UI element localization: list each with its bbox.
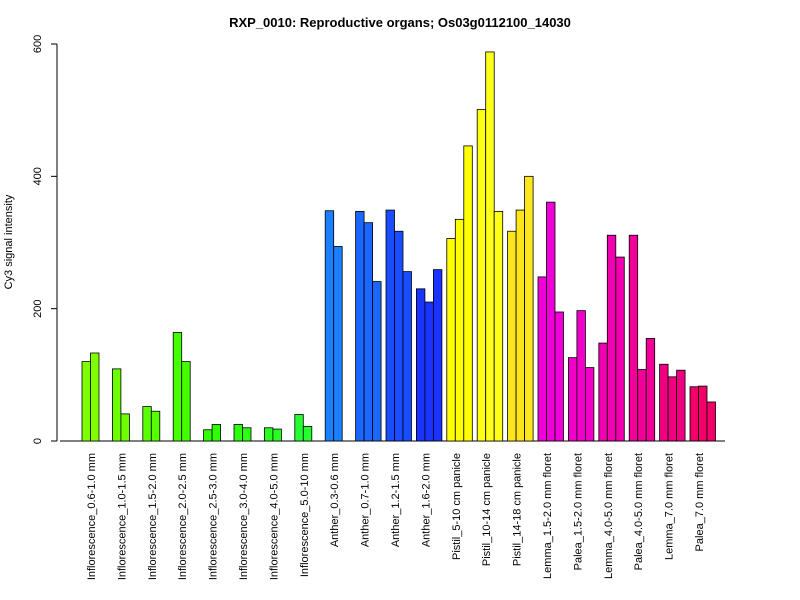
bar bbox=[667, 376, 677, 442]
bar bbox=[568, 357, 578, 442]
bar bbox=[454, 218, 465, 442]
bar bbox=[507, 230, 517, 442]
bar bbox=[615, 256, 625, 442]
bar bbox=[394, 230, 404, 442]
y-axis: 0 200 400 600 bbox=[32, 35, 58, 444]
bar bbox=[203, 429, 213, 442]
bar bbox=[324, 210, 335, 442]
bar bbox=[150, 410, 161, 442]
bar bbox=[272, 428, 282, 442]
x-tick-label: Inflorescence_1.0-1.5 mm bbox=[116, 453, 128, 580]
bar bbox=[424, 301, 434, 442]
bar bbox=[211, 424, 222, 442]
x-tick-label: Inflorescence_2.0-2.5 mm bbox=[177, 453, 189, 580]
y-tick-label: 200 bbox=[32, 299, 44, 317]
bar bbox=[172, 332, 183, 442]
bar bbox=[606, 234, 617, 442]
bar bbox=[554, 311, 564, 442]
bar bbox=[706, 401, 716, 442]
bar bbox=[585, 367, 595, 442]
bar bbox=[493, 210, 504, 442]
y-tick-label: 600 bbox=[32, 35, 44, 53]
bar bbox=[446, 238, 456, 442]
bar bbox=[645, 338, 656, 442]
x-tick-label: Lemma_7.0 mm floret bbox=[664, 453, 676, 560]
x-tick-label: Inflorescence_4.0-5.0 mm bbox=[268, 453, 280, 580]
bar bbox=[576, 310, 586, 442]
x-tick-label: Palea_4.0-5.0 mm floret bbox=[633, 453, 645, 570]
x-tick-label: Lemma_4.0-5.0 mm floret bbox=[603, 453, 615, 579]
bar bbox=[637, 369, 647, 442]
bar bbox=[263, 427, 274, 442]
y-axis-label: Cy3 signal intensity bbox=[3, 194, 15, 289]
x-tick-label: Inflorescence_1.5-2.0 mm bbox=[147, 453, 159, 580]
x-tick-label: Lemma_1.5-2.0 mm floret bbox=[542, 453, 554, 579]
x-tick-label: Inflorescence_2.5-3.0 mm bbox=[208, 453, 220, 580]
bar bbox=[415, 288, 426, 442]
x-tick-label: Inflorescence_5.0-10 mm bbox=[299, 453, 311, 577]
bar bbox=[515, 209, 525, 442]
y-tick-label: 400 bbox=[32, 167, 44, 185]
bar bbox=[698, 385, 708, 442]
bar bbox=[81, 361, 91, 442]
bar bbox=[142, 406, 152, 442]
bar bbox=[598, 342, 608, 442]
x-tick-label: Anther_0.7-1.0 mm bbox=[360, 453, 372, 547]
bar bbox=[233, 424, 243, 442]
chart-title: RXP_0010: Reproductive organs; Os03g0112… bbox=[229, 15, 571, 30]
bar bbox=[112, 368, 122, 442]
bar bbox=[402, 271, 412, 442]
bar bbox=[294, 414, 304, 442]
x-tick-label: Pistil_10-14 cm panicle bbox=[481, 453, 493, 566]
x-tick-label: Pistil_14-18 cm panicle bbox=[512, 453, 524, 566]
x-axis-labels: Inflorescence_0.6-1.0 mm Inflorescence_1.… bbox=[86, 453, 706, 580]
x-tick-label: Anther_1.6-2.0 mm bbox=[420, 453, 432, 547]
bar bbox=[432, 269, 443, 442]
x-tick-label: Inflorescence_0.6-1.0 mm bbox=[86, 453, 98, 580]
bar bbox=[363, 222, 374, 442]
y-tick-label: 0 bbox=[32, 438, 44, 444]
bar bbox=[463, 145, 473, 442]
bar bbox=[537, 276, 547, 442]
bar bbox=[242, 427, 252, 442]
bar bbox=[333, 246, 343, 442]
bar bbox=[676, 369, 686, 442]
bar bbox=[689, 386, 699, 442]
bar bbox=[485, 51, 495, 442]
x-tick-label: Pistil_5-10 cm panicle bbox=[451, 453, 463, 560]
bar bbox=[546, 201, 556, 442]
bar bbox=[181, 361, 191, 442]
bar bbox=[524, 175, 534, 442]
bar bbox=[120, 413, 130, 442]
x-tick-label: Anther_0.3-0.6 mm bbox=[329, 453, 341, 547]
bars-group bbox=[60, 51, 725, 442]
bar bbox=[302, 426, 313, 442]
x-tick-label: Palea_7.0 mm floret bbox=[694, 453, 706, 551]
x-tick-label: Inflorescence_3.0-4.0 mm bbox=[238, 453, 250, 580]
x-tick-label: Anther_1.2-1.5 mm bbox=[390, 453, 402, 547]
bar bbox=[628, 234, 639, 442]
bar bbox=[372, 281, 382, 442]
x-tick-label: Palea_1.5-2.0 mm floret bbox=[572, 453, 584, 570]
bar bbox=[385, 209, 395, 442]
bar bbox=[476, 109, 487, 442]
bar bbox=[659, 363, 669, 442]
bar bbox=[90, 352, 100, 442]
bar bbox=[355, 210, 365, 442]
